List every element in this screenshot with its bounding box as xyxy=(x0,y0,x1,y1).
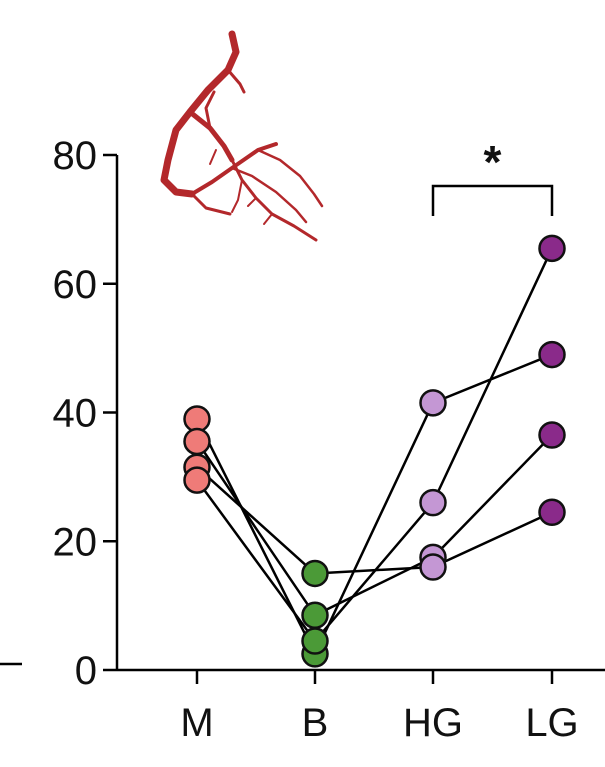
data-point-lg xyxy=(538,340,566,369)
significance-annotation: * xyxy=(431,136,554,216)
data-point-b xyxy=(301,601,329,630)
subject-line xyxy=(195,247,554,644)
data-point-m xyxy=(183,405,211,433)
data-point-lg xyxy=(538,234,566,263)
data-point-b xyxy=(301,559,329,588)
y-tick-label: 0 xyxy=(75,649,97,693)
data-point-m xyxy=(183,466,211,494)
axes: 0 20 40 60 80 M B HG LG xyxy=(0,134,605,745)
subject-line xyxy=(195,434,553,617)
x-tick-label-lg: LG xyxy=(525,701,578,745)
y-tick-label: 20 xyxy=(53,520,98,564)
y-tick-label: 60 xyxy=(53,263,98,307)
data-point-b xyxy=(301,627,329,655)
data-point-lg xyxy=(538,421,566,449)
data-point-hg xyxy=(419,389,447,417)
data-point-m xyxy=(183,427,211,456)
data-points xyxy=(183,234,566,668)
significance-star: * xyxy=(484,136,502,188)
x-tick-label-hg: HG xyxy=(403,701,463,745)
y-tick-label: 40 xyxy=(53,392,98,436)
subject-line xyxy=(195,353,553,657)
data-point-hg xyxy=(419,553,447,581)
y-tick-label: 80 xyxy=(53,134,98,178)
subject-lines xyxy=(195,247,554,657)
data-point-lg xyxy=(538,498,566,527)
blood-vessel-icon xyxy=(160,30,324,242)
data-point-hg xyxy=(419,488,447,517)
x-tick-label-m: M xyxy=(180,701,213,745)
x-tick-label-b: B xyxy=(302,701,329,745)
significance-bracket xyxy=(431,184,554,216)
